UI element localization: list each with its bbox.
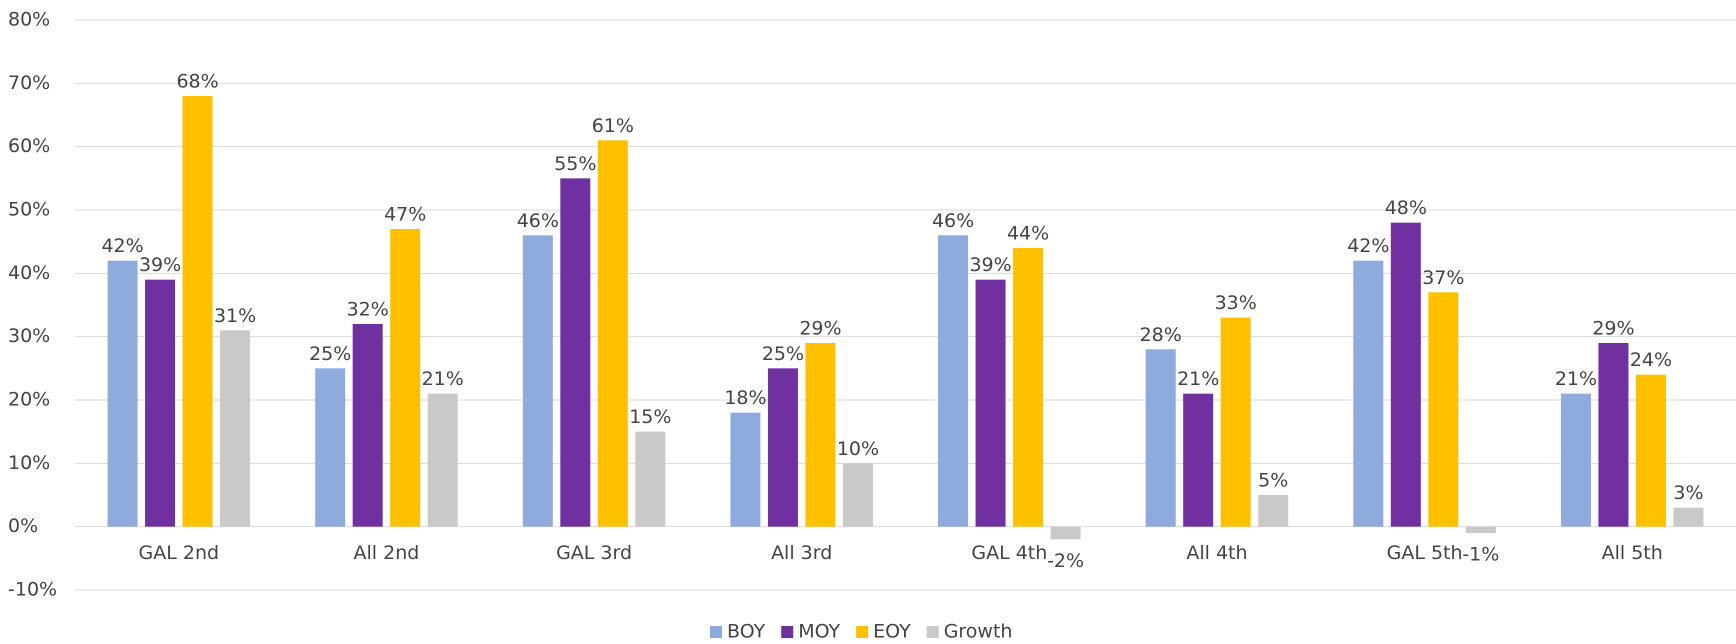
bar <box>842 463 873 527</box>
y-tick-label: 20% <box>8 389 50 411</box>
y-tick-label: 50% <box>8 199 50 221</box>
bar <box>730 412 761 527</box>
data-label: 31% <box>214 305 256 327</box>
legend-label: MOY <box>798 621 840 643</box>
bar <box>182 96 213 527</box>
y-tick-label: 30% <box>8 325 50 347</box>
data-label: 29% <box>799 318 841 340</box>
bar <box>1258 495 1289 527</box>
bar <box>635 431 666 527</box>
data-label: 21% <box>1555 368 1597 390</box>
bar <box>975 279 1006 527</box>
data-label: 3% <box>1673 482 1703 504</box>
data-label: 39% <box>139 254 181 276</box>
data-label: 48% <box>1385 197 1427 219</box>
data-label: 68% <box>176 71 218 93</box>
data-label: 42% <box>1347 235 1389 257</box>
x-tick-label: All 3rd <box>771 542 832 564</box>
data-label: -1% <box>1462 544 1499 566</box>
data-label: -2% <box>1047 550 1084 572</box>
data-label: 29% <box>1592 318 1634 340</box>
y-tick-label: 40% <box>8 262 50 284</box>
bar <box>1465 526 1496 533</box>
bar <box>938 235 969 527</box>
data-label: 46% <box>932 210 974 232</box>
data-label: 25% <box>309 343 351 365</box>
x-tick-label: GAL 2nd <box>139 542 220 564</box>
legend-label: EOY <box>873 621 911 643</box>
x-tick-label: GAL 5th <box>1387 542 1463 564</box>
y-tick-label: 0% <box>8 515 38 537</box>
bar <box>1013 248 1044 527</box>
y-tick-label: 70% <box>8 72 50 94</box>
bar <box>427 393 458 527</box>
x-tick-label: GAL 4th <box>971 542 1047 564</box>
bar <box>1220 317 1251 527</box>
legend-swatch <box>856 626 869 638</box>
bar <box>145 279 176 527</box>
data-label: 47% <box>384 204 426 226</box>
bar <box>1598 343 1629 527</box>
bar <box>805 343 836 527</box>
legend-label: BOY <box>727 621 766 643</box>
bar <box>767 368 798 527</box>
legend-swatch <box>781 626 794 638</box>
bar <box>1428 292 1459 527</box>
data-label: 42% <box>101 235 143 257</box>
data-label: 33% <box>1215 292 1257 314</box>
y-tick-label: 60% <box>8 135 50 157</box>
data-label: 46% <box>517 210 559 232</box>
data-label: 61% <box>592 115 634 137</box>
data-label: 28% <box>1140 324 1182 346</box>
data-label: 37% <box>1422 267 1464 289</box>
x-tick-label: All 4th <box>1186 542 1247 564</box>
bar <box>1673 507 1704 527</box>
data-label: 24% <box>1630 349 1672 371</box>
bar <box>1635 374 1666 527</box>
bar <box>1353 260 1384 527</box>
x-tick-label: GAL 3rd <box>556 542 632 564</box>
data-label: 25% <box>762 343 804 365</box>
bar <box>1390 222 1421 527</box>
bar <box>1183 393 1214 527</box>
bar <box>220 330 251 527</box>
bar <box>390 229 421 527</box>
data-label: 32% <box>347 299 389 321</box>
legend-swatch <box>926 626 939 638</box>
bar <box>1560 393 1591 527</box>
y-tick-label: -10% <box>8 579 57 601</box>
y-tick-label: 80% <box>8 9 50 31</box>
bar <box>560 178 591 527</box>
data-label: 39% <box>969 254 1011 276</box>
data-label: 18% <box>724 387 766 409</box>
legend-label: Growth <box>944 621 1013 643</box>
bar <box>597 140 628 527</box>
legend-swatch <box>710 626 722 638</box>
y-tick-label: 10% <box>8 452 50 474</box>
data-label: 15% <box>629 406 671 428</box>
bar <box>1145 349 1176 527</box>
data-label: 5% <box>1258 470 1288 492</box>
bar <box>522 235 553 527</box>
x-tick-label: All 5th <box>1602 542 1663 564</box>
data-label: 10% <box>837 438 879 460</box>
bar <box>352 324 383 527</box>
x-tick-label: All 2nd <box>354 542 420 564</box>
data-label: 21% <box>422 368 464 390</box>
data-label: 44% <box>1007 223 1049 245</box>
bar <box>107 260 138 527</box>
data-label: 21% <box>1177 368 1219 390</box>
bar <box>1050 526 1081 540</box>
data-label: 55% <box>554 153 596 175</box>
bar <box>315 368 346 527</box>
